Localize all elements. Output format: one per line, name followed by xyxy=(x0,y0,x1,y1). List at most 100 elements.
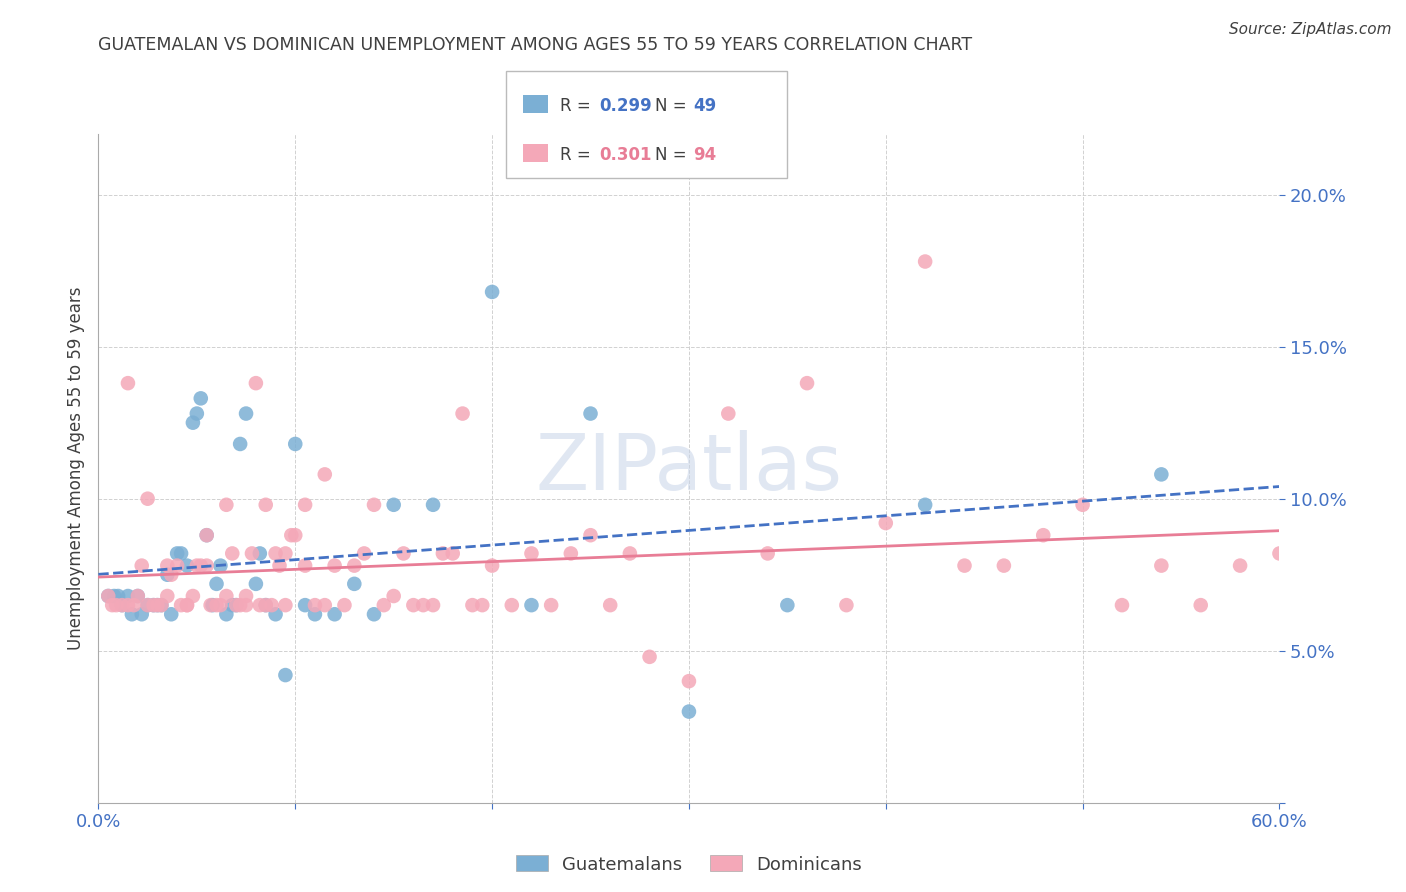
Point xyxy=(190,392,212,406)
Point xyxy=(160,607,183,622)
Point xyxy=(111,598,134,612)
Point xyxy=(284,437,307,451)
Point xyxy=(294,598,316,612)
Point xyxy=(200,598,222,612)
Point xyxy=(117,589,139,603)
Point xyxy=(156,589,179,603)
Point xyxy=(225,598,247,612)
Point xyxy=(186,558,208,573)
Point xyxy=(717,407,740,421)
Point xyxy=(314,598,336,612)
Point xyxy=(205,577,228,591)
Point xyxy=(304,607,326,622)
Point xyxy=(205,598,228,612)
Point xyxy=(201,598,224,612)
Point xyxy=(156,567,179,582)
Text: GUATEMALAN VS DOMINICAN UNEMPLOYMENT AMONG AGES 55 TO 59 YEARS CORRELATION CHART: GUATEMALAN VS DOMINICAN UNEMPLOYMENT AMO… xyxy=(98,36,973,54)
Point xyxy=(402,598,425,612)
Point xyxy=(432,546,454,560)
Point xyxy=(274,668,297,682)
Point xyxy=(142,598,165,612)
Point xyxy=(599,598,621,612)
Point xyxy=(103,589,125,603)
Point xyxy=(254,498,277,512)
Point xyxy=(294,558,316,573)
Text: ZIPatlas: ZIPatlas xyxy=(536,430,842,507)
Point xyxy=(117,598,139,612)
Point xyxy=(111,598,134,612)
Point xyxy=(176,598,198,612)
Text: R =: R = xyxy=(560,96,596,114)
Point xyxy=(1150,467,1173,482)
Point xyxy=(254,598,277,612)
Text: Source: ZipAtlas.com: Source: ZipAtlas.com xyxy=(1229,22,1392,37)
Point xyxy=(146,598,169,612)
Point xyxy=(121,607,143,622)
Point xyxy=(953,558,976,573)
Y-axis label: Unemployment Among Ages 55 to 59 years: Unemployment Among Ages 55 to 59 years xyxy=(66,286,84,650)
Point xyxy=(756,546,779,560)
Point xyxy=(269,558,291,573)
Point xyxy=(382,589,405,603)
Point xyxy=(176,558,198,573)
Point xyxy=(412,598,434,612)
Point xyxy=(105,598,128,612)
Point xyxy=(294,498,316,512)
Point xyxy=(209,598,232,612)
Point xyxy=(249,546,271,560)
Point xyxy=(501,598,523,612)
Point xyxy=(1229,558,1251,573)
Point xyxy=(796,376,818,391)
Point xyxy=(280,528,302,542)
Point xyxy=(240,546,263,560)
Point xyxy=(343,558,366,573)
Point xyxy=(619,546,641,560)
Point xyxy=(221,598,243,612)
Point xyxy=(215,607,238,622)
Text: 0.299: 0.299 xyxy=(599,96,652,114)
Point xyxy=(166,546,188,560)
Point xyxy=(333,598,356,612)
Point xyxy=(176,598,198,612)
Point xyxy=(229,437,252,451)
Point xyxy=(136,598,159,612)
Point xyxy=(1150,558,1173,573)
Point xyxy=(117,376,139,391)
Point xyxy=(776,598,799,612)
Point xyxy=(540,598,562,612)
Point xyxy=(122,598,145,612)
Point xyxy=(461,598,484,612)
Point xyxy=(363,607,385,622)
Text: 94: 94 xyxy=(693,146,717,164)
Point xyxy=(264,607,287,622)
Point xyxy=(245,376,267,391)
Point xyxy=(181,416,204,430)
Text: 0.301: 0.301 xyxy=(599,146,651,164)
Point xyxy=(166,558,188,573)
Point xyxy=(323,558,346,573)
Point xyxy=(150,598,173,612)
Point xyxy=(142,598,165,612)
Point xyxy=(131,558,153,573)
Point xyxy=(146,598,169,612)
Point xyxy=(314,467,336,482)
Point xyxy=(127,589,149,603)
Point xyxy=(195,528,218,542)
Point xyxy=(235,407,257,421)
Point xyxy=(235,589,257,603)
Point xyxy=(97,589,120,603)
Point xyxy=(209,558,232,573)
Point xyxy=(186,407,208,421)
Point xyxy=(221,546,243,560)
Point xyxy=(170,598,193,612)
Text: 49: 49 xyxy=(693,96,717,114)
Point xyxy=(150,598,173,612)
Point xyxy=(136,598,159,612)
Point xyxy=(392,546,415,560)
Point xyxy=(993,558,1015,573)
Point xyxy=(249,598,271,612)
Point xyxy=(260,598,283,612)
Point xyxy=(353,546,375,560)
Point xyxy=(274,546,297,560)
Point xyxy=(101,598,124,612)
